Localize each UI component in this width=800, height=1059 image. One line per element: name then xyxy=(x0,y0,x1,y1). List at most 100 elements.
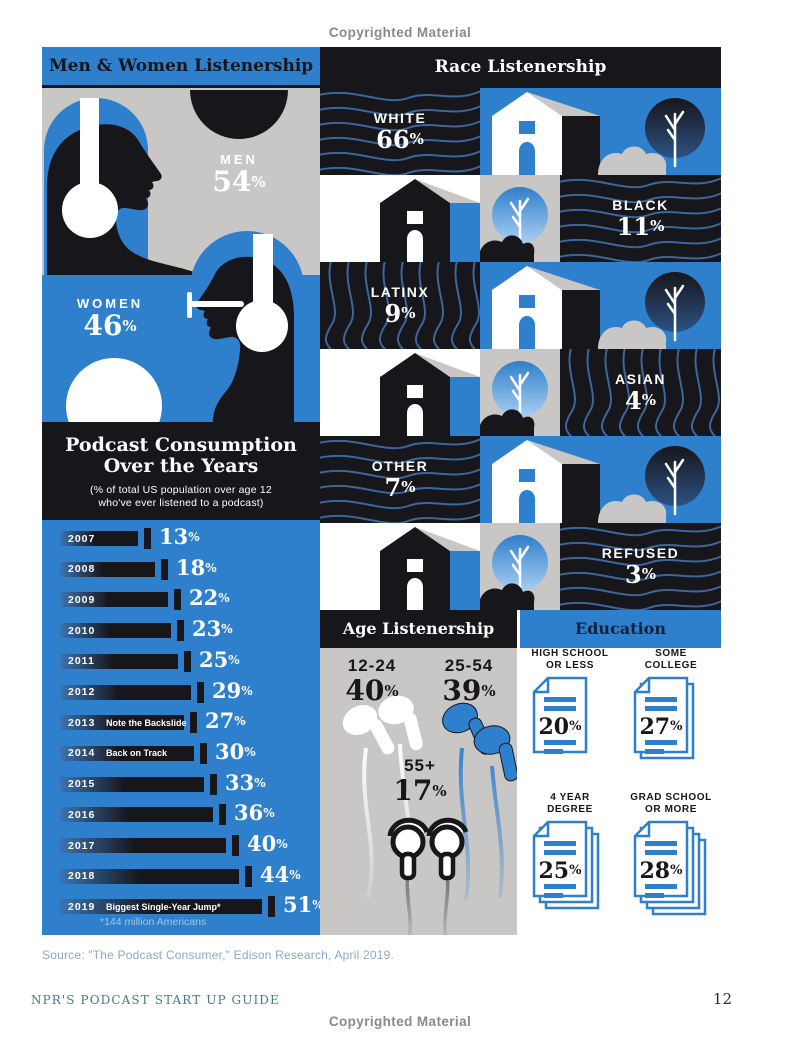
race-row: ASIAN 4% xyxy=(320,349,721,436)
race-label: WHITE xyxy=(373,110,427,126)
bar-tick xyxy=(190,712,197,734)
bar-year-label: 2014 xyxy=(68,747,96,760)
window-icon xyxy=(407,385,423,398)
race-row: WHITE 66% xyxy=(320,88,721,175)
consumption-subtitle: (% of total US population over age 12 wh… xyxy=(90,484,272,509)
house-black-icon xyxy=(380,179,480,262)
bar-year-label: 2013 xyxy=(68,716,96,729)
race-label: REFUSED xyxy=(601,545,680,561)
race-row: BLACK 11% xyxy=(320,175,721,262)
earbuds-artwork-icon xyxy=(342,695,517,935)
folded-corner-shape xyxy=(635,822,651,838)
race-art-panel xyxy=(320,349,480,436)
bar-value: 13% xyxy=(159,524,200,549)
race-text-panel: ASIAN 4% xyxy=(560,349,721,436)
race-tree-panel xyxy=(480,523,560,610)
roof-shape xyxy=(415,353,480,377)
document-stack-icon: 28% xyxy=(633,820,707,916)
bush-icon xyxy=(598,146,667,175)
sapling-icon xyxy=(664,110,685,168)
document-stack-icon: 25% xyxy=(532,820,600,910)
bar-row: 2008 18% xyxy=(42,555,320,586)
bar-annotation: Biggest Single-Year Jump* xyxy=(106,901,221,912)
bar-tick xyxy=(174,589,181,611)
women-stat: WOMEN 46% xyxy=(60,296,160,341)
bar-row: 2007 13% xyxy=(42,524,320,555)
race-row: REFUSED 3% xyxy=(320,523,721,610)
sapling-icon xyxy=(509,545,530,605)
education-label: 4 YEAR DEGREE xyxy=(547,792,593,815)
bar: 2010 xyxy=(60,623,171,639)
race-text-panel: LATINX 9% xyxy=(320,262,480,349)
copyright-notice-top: Copyrighted Material xyxy=(328,25,472,40)
bar-tick xyxy=(219,804,226,826)
bar-row: 2009 22% xyxy=(42,585,320,616)
men-label: MEN xyxy=(220,152,258,167)
age-panel: 12-24 40% 25-54 39% 55+ 17% xyxy=(320,648,517,935)
bar-tick xyxy=(210,773,217,795)
bar-row: 2013 Note the Backslide 27% xyxy=(42,708,320,739)
headphone-earcup-icon xyxy=(62,182,118,238)
age-group-55-plus: 55+ 17% xyxy=(393,756,447,807)
door-icon xyxy=(407,230,423,262)
consumption-section-header: Podcast Consumption Over the Years (% of… xyxy=(42,422,320,520)
education-item: GRAD SCHOOL OR MORE 28% xyxy=(621,792,721,935)
bar-row: 2014 Back on Track 30% xyxy=(42,739,320,770)
men-women-artwork-icon xyxy=(42,88,320,422)
house-black-icon xyxy=(380,527,480,610)
bar: 2015 xyxy=(60,776,204,792)
bush-icon xyxy=(480,409,535,436)
sapling-icon xyxy=(509,197,530,257)
race-text-panel: OTHER 7% xyxy=(320,436,480,523)
bar-year-label: 2009 xyxy=(68,593,96,606)
race-label: LATINX xyxy=(370,284,430,300)
bar-value: 33% xyxy=(225,769,266,795)
window-icon xyxy=(407,211,423,224)
window-icon xyxy=(407,559,423,572)
copyright-notice-bottom: Copyrighted Material xyxy=(328,1014,472,1029)
document-stack-icon: 20% xyxy=(532,676,588,754)
consumption-title: Podcast Consumption Over the Years xyxy=(65,434,297,477)
bar: 2011 xyxy=(60,653,178,669)
wall-shape xyxy=(562,290,600,349)
door-icon xyxy=(519,490,535,523)
bar-value: 44% xyxy=(260,861,301,887)
race-stat: ASIAN 4% xyxy=(560,349,721,436)
bar-annotation: Back on Track xyxy=(106,748,168,759)
education-value: 25% xyxy=(539,858,583,884)
earbuds-wired-icon xyxy=(387,817,469,935)
race-value: 4% xyxy=(625,386,656,415)
bar-year-label: 2012 xyxy=(68,686,96,698)
bar-tick xyxy=(268,896,275,918)
chart-footnote: *144 million Americans xyxy=(100,916,207,928)
house-white-icon xyxy=(492,92,705,175)
bar-tick xyxy=(184,650,191,672)
age-group-12-24: 12-24 40% xyxy=(345,656,399,707)
wave-pattern-icon xyxy=(564,349,720,436)
bar: 2007 xyxy=(60,531,138,546)
education-value: 28% xyxy=(640,858,684,884)
bar-row: 2016 36% xyxy=(42,800,320,831)
bar-tick xyxy=(161,558,168,580)
education-item: 4 YEAR DEGREE 25% xyxy=(520,792,620,935)
bar-row: 2010 23% xyxy=(42,616,320,647)
roof-shape xyxy=(527,92,600,116)
house-white-icon xyxy=(492,440,705,523)
bar-year-label: 2019 xyxy=(68,900,96,913)
race-art-panel xyxy=(480,88,721,175)
bar-year-label: 2008 xyxy=(68,563,96,576)
roof-shape xyxy=(527,266,600,290)
left-column: Men & Women Listenership xyxy=(42,47,324,935)
race-tree-panel xyxy=(480,349,560,436)
earbuds-blue-icon xyxy=(442,702,517,901)
bar-row: 2017 40% xyxy=(42,831,320,862)
bar-value: 29% xyxy=(212,677,253,703)
bar-row: 2011 25% xyxy=(42,647,320,678)
race-text-panel: REFUSED 3% xyxy=(560,523,721,610)
bar-tick xyxy=(245,865,252,887)
glasses-icon xyxy=(187,301,244,307)
bar-value: 27% xyxy=(205,708,246,734)
race-stat: OTHER 7% xyxy=(320,436,480,523)
race-text-panel: WHITE 66% xyxy=(320,88,480,175)
headphone-earcup-icon xyxy=(236,300,288,352)
